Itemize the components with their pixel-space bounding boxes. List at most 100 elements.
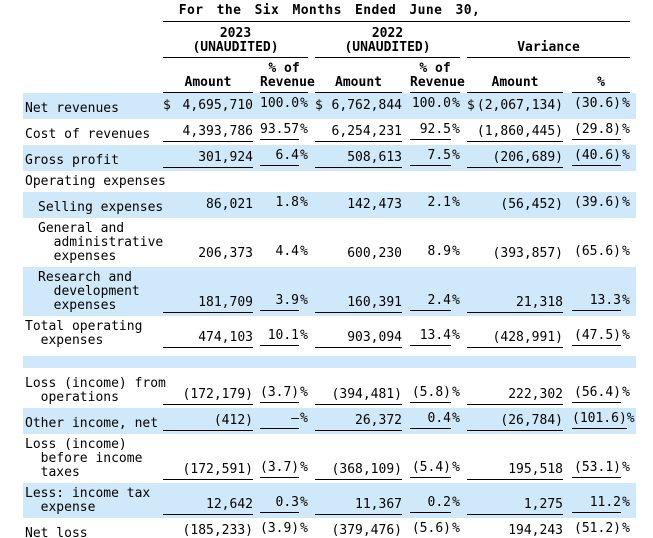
currency-symbol bbox=[467, 151, 477, 165]
percent-cell-2023: 3.9% bbox=[260, 294, 308, 313]
percent-sign: % bbox=[300, 460, 308, 475]
subheader-amount-variance: Amount bbox=[467, 61, 563, 93]
amount-value: (172,591) bbox=[182, 462, 253, 477]
amount-cell-variance: (26,784) bbox=[467, 414, 563, 431]
amount-cell-2022: 160,391 bbox=[315, 296, 402, 313]
column-subheader-row: Amount % of Revenue Amount % of Revenue … bbox=[23, 58, 636, 93]
currency-symbol bbox=[467, 331, 477, 345]
amount-value: 6,762,844 bbox=[331, 98, 402, 113]
amount-cell-2022: 508,613 bbox=[315, 151, 402, 168]
percent-sign: % bbox=[452, 293, 460, 308]
amount-cell-variance: (56,452) bbox=[467, 198, 563, 215]
currency-symbol bbox=[467, 498, 477, 512]
percent-value: (3.9) bbox=[260, 522, 299, 538]
percent-value: (5.4) bbox=[410, 461, 451, 478]
amount-value: 4,393,786 bbox=[182, 124, 253, 139]
percent-value: 100.0 bbox=[411, 96, 451, 111]
currency-symbol bbox=[315, 247, 325, 261]
percent-cell-2022: 0.2% bbox=[410, 496, 460, 515]
percent-value: 8.9 bbox=[427, 244, 451, 259]
percent-cell-variance: (30.6)% bbox=[572, 97, 630, 116]
currency-symbol: $ bbox=[467, 98, 475, 113]
amount-cell-2023: 86,021 bbox=[163, 198, 253, 215]
percent-sign: % bbox=[622, 385, 630, 400]
amount-value: 86,021 bbox=[206, 197, 253, 212]
percent-sign: % bbox=[452, 96, 460, 111]
subheader-line2: % bbox=[597, 75, 605, 90]
percent-cell-2023: 93.57% bbox=[260, 123, 308, 142]
amount-value: (428,991) bbox=[492, 330, 563, 345]
currency-symbol bbox=[315, 463, 325, 477]
currency-symbol bbox=[467, 125, 477, 139]
percent-sign: % bbox=[622, 293, 630, 308]
table-row-cost-of-revenues: Cost of revenues 4,393,786 93.57% 6,254,… bbox=[23, 119, 636, 145]
amount-cell-2023: (172,179) bbox=[163, 388, 253, 405]
percent-sign: % bbox=[452, 521, 460, 536]
percent-sign: % bbox=[300, 244, 308, 259]
percent-sign: % bbox=[622, 495, 630, 510]
percent-sign: % bbox=[300, 521, 308, 536]
percent-cell-variance: (56.4)% bbox=[572, 386, 630, 405]
subheader-line2: Revenue bbox=[260, 75, 315, 90]
percent-value: 10.1 bbox=[260, 329, 299, 346]
currency-symbol bbox=[315, 524, 325, 538]
amount-value: 222,302 bbox=[508, 387, 563, 402]
table-row-loss-before-income-taxes: Loss (income) before income taxes (172,5… bbox=[23, 434, 636, 483]
subheader-amount-2023: Amount bbox=[163, 61, 253, 93]
row-label: Cost of revenues bbox=[25, 127, 151, 142]
percent-value: (5.6) bbox=[410, 522, 451, 538]
currency-symbol bbox=[163, 388, 173, 402]
group-unaudited: (UNAUDITED) bbox=[344, 40, 431, 55]
amount-cell-2022: (394,481) bbox=[315, 388, 402, 405]
subheader-pct-variance: % bbox=[572, 61, 630, 93]
percent-sign: % bbox=[300, 385, 308, 400]
amount-value: (412) bbox=[213, 413, 253, 428]
currency-symbol: $ bbox=[163, 98, 171, 113]
percent-cell-2023: (3.9)% bbox=[260, 522, 308, 538]
percent-cell-variance: (47.5)% bbox=[572, 329, 630, 348]
percent-cell-2022: 13.4% bbox=[410, 329, 460, 348]
percent-cell-2022: (5.8)% bbox=[410, 386, 460, 405]
row-label: Other income, net bbox=[25, 416, 159, 431]
percent-value: — bbox=[260, 412, 299, 429]
currency-symbol bbox=[163, 524, 173, 538]
percent-value: (30.6) bbox=[574, 96, 621, 111]
percent-sign: % bbox=[300, 96, 308, 111]
percent-sign: % bbox=[622, 148, 630, 163]
percent-value: 2.4 bbox=[410, 294, 451, 311]
percent-sign: % bbox=[452, 460, 460, 475]
table-row-total-operating-expenses: Total operating expenses 474,103 10.1% 9… bbox=[23, 316, 636, 351]
percent-sign: % bbox=[452, 148, 460, 163]
group-unaudited: (UNAUDITED) bbox=[192, 40, 279, 55]
table-row-blank bbox=[23, 356, 636, 368]
amount-value: (368,109) bbox=[331, 462, 402, 477]
amount-cell-2023: (172,591) bbox=[163, 463, 253, 480]
subheader-amount-2022: Amount bbox=[315, 61, 402, 93]
percent-value: 7.5 bbox=[410, 149, 451, 166]
amount-value: 12,642 bbox=[206, 497, 253, 512]
amount-cell-2022: 142,473 bbox=[315, 198, 402, 215]
percent-cell-2023: 6.4% bbox=[260, 149, 308, 168]
percent-value: 1.8 bbox=[275, 195, 299, 210]
amount-cell-2023: (412) bbox=[163, 414, 253, 431]
subheader-line2: Revenue bbox=[410, 75, 465, 90]
percent-sign: % bbox=[300, 148, 308, 163]
percent-value: 6.4 bbox=[260, 149, 299, 166]
percent-cell-2022: 7.5% bbox=[410, 149, 460, 168]
amount-cell-variance: (1,860,445) bbox=[467, 125, 563, 142]
amount-cell-variance: (428,991) bbox=[467, 331, 563, 348]
row-label: Net loss bbox=[25, 526, 88, 538]
amount-value: (1,860,445) bbox=[476, 124, 563, 139]
amount-value: (393,857) bbox=[492, 246, 563, 261]
amount-cell-2022: 903,094 bbox=[315, 331, 402, 348]
amount-value: (2,067,134) bbox=[476, 98, 563, 113]
percent-sign: % bbox=[626, 411, 635, 426]
percent-cell-2022: 0.4% bbox=[410, 412, 460, 431]
amount-cell-2022: $6,762,844 bbox=[315, 99, 402, 116]
percent-value: 13.3 bbox=[572, 294, 621, 311]
percent-cell-2022: (5.6)% bbox=[410, 522, 460, 538]
percent-sign: % bbox=[452, 328, 460, 343]
amount-cell-variance: 1,275 bbox=[467, 498, 563, 515]
percent-cell-variance: (101.6)% bbox=[572, 412, 635, 431]
row-label: Loss (income) from operations bbox=[25, 376, 166, 405]
